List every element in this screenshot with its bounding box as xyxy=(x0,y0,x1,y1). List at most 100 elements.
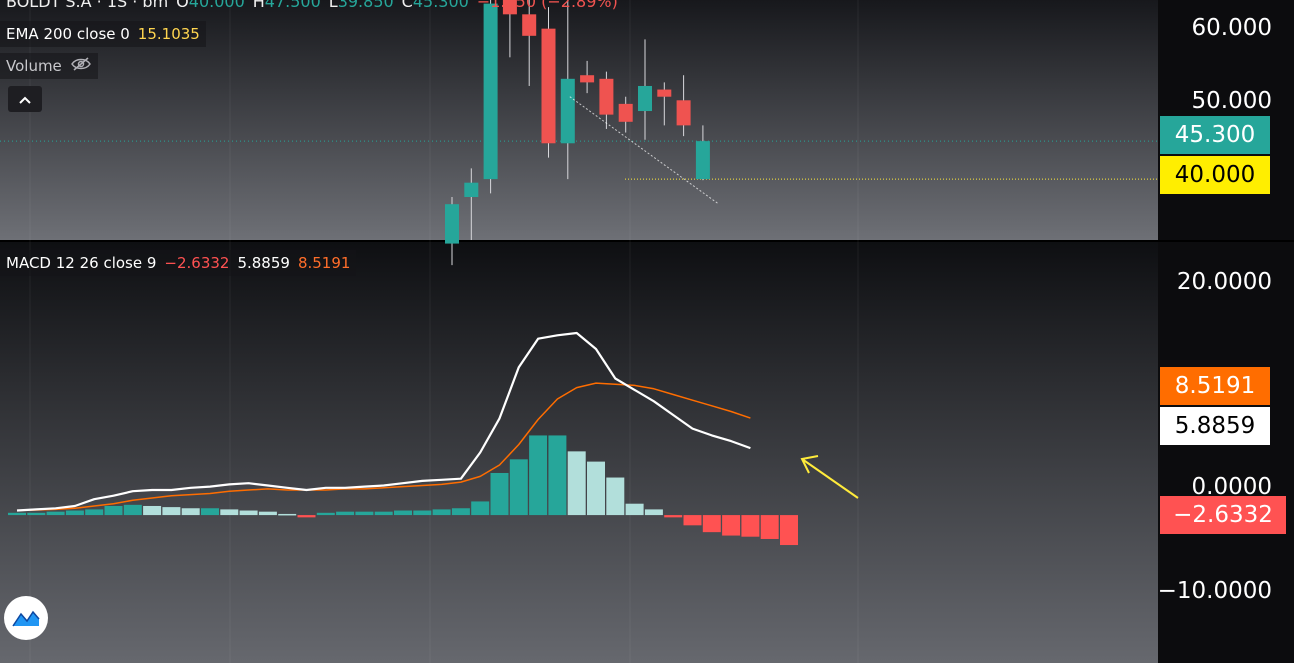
hist-bar-9 xyxy=(181,508,200,516)
hist-bar-19 xyxy=(374,511,393,516)
hist-bar-20 xyxy=(394,510,412,516)
ohlc-open-label: O xyxy=(176,0,189,11)
vertical-grid xyxy=(29,0,859,663)
arrow-shaft xyxy=(801,458,859,499)
hist-bar-33 xyxy=(644,509,663,516)
candle-body-0 xyxy=(445,204,459,244)
hist-bar-14 xyxy=(278,513,297,516)
macd-axis[interactable] xyxy=(1158,242,1294,663)
ohlc-high-label: H xyxy=(252,0,265,11)
volume-legend[interactable]: Volume xyxy=(0,53,98,79)
ohlc-low-value: 39.850 xyxy=(337,0,394,11)
candle-body-3 xyxy=(502,0,517,15)
trend-line xyxy=(569,96,720,205)
hist-bar-25 xyxy=(490,472,509,516)
ema-legend[interactable]: EMA 200 close 0 15.1035 xyxy=(0,21,206,47)
hist-bar-40 xyxy=(780,515,798,546)
candle-body-4 xyxy=(522,14,537,36)
hist-bar-22 xyxy=(432,509,451,516)
candle-body-7 xyxy=(580,75,595,83)
level-40-badge: 40.000 xyxy=(1160,156,1270,194)
ohlc-open-value: 40.000 xyxy=(188,0,245,11)
macd-series xyxy=(8,331,798,546)
hist-bar-36 xyxy=(702,515,721,533)
hist-bar-8 xyxy=(162,507,181,516)
hist-bar-6 xyxy=(123,504,142,516)
candle-body-10 xyxy=(638,85,652,112)
price-tick-60: 60.000 xyxy=(1191,15,1272,41)
hist-bar-0 xyxy=(8,512,26,516)
macd-badge: 5.8859 xyxy=(1160,407,1270,445)
hist-bar-18 xyxy=(355,511,374,516)
hist-bar-37 xyxy=(722,515,741,536)
hist-bar-23 xyxy=(451,508,470,516)
hist-bar-4 xyxy=(85,509,104,516)
hist-bar-11 xyxy=(220,509,239,516)
hist-bar-29 xyxy=(567,451,586,516)
macd-tick-20: 20.0000 xyxy=(1176,269,1272,295)
macd-label: MACD 12 26 close 9 xyxy=(6,254,157,272)
hist-bar-35 xyxy=(683,515,702,526)
candle-body-8 xyxy=(599,78,614,115)
hist-bar-17 xyxy=(336,511,355,516)
pane-separator[interactable] xyxy=(0,240,1294,242)
hist-bar-12 xyxy=(239,510,258,516)
ema-value: 15.1035 xyxy=(137,25,200,43)
symbol-header: BOLDT S.A · 1S · bm O 40.000 H 47.500 L 39.… xyxy=(6,0,618,12)
candle-body-5 xyxy=(541,28,556,144)
symbol-title[interactable]: BOLDT S.A · 1S · bm xyxy=(6,0,169,11)
hist-bar-39 xyxy=(760,515,779,539)
hist-bar-10 xyxy=(201,508,219,516)
hist-badge: −2.6332 xyxy=(1160,496,1286,534)
hist-bar-26 xyxy=(509,459,528,516)
arrow-head xyxy=(800,455,819,474)
hist-bar-5 xyxy=(104,505,123,516)
eye-off-icon[interactable] xyxy=(70,56,92,76)
macd-tick-minus10: −10.0000 xyxy=(1157,578,1272,604)
last-price-badge: 45.300 xyxy=(1160,116,1270,154)
hist-bar-3 xyxy=(65,510,84,516)
signal-badge: 8.5191 xyxy=(1160,367,1270,405)
hist-bar-32 xyxy=(625,503,644,516)
hist-bar-34 xyxy=(664,515,683,518)
candle-body-2 xyxy=(483,3,498,180)
hist-bar-28 xyxy=(548,435,567,516)
tradingview-logo-icon[interactable] xyxy=(4,596,48,640)
candle-body-1 xyxy=(464,182,479,198)
yellow-arrow xyxy=(800,455,859,499)
hist-bar-24 xyxy=(471,501,490,516)
candle-body-13 xyxy=(695,141,710,180)
price-series xyxy=(0,0,1158,266)
price-change: −1.350 (−2.89%) xyxy=(476,0,618,11)
ema-label: EMA 200 close 0 xyxy=(6,25,130,43)
hist-bar-27 xyxy=(529,435,548,516)
hist-bar-21 xyxy=(413,510,432,516)
candle-body-11 xyxy=(657,89,672,97)
macd-legend[interactable]: MACD 12 26 close 9 −2.6332 5.8859 8.5191 xyxy=(0,250,357,276)
macd-line xyxy=(16,331,751,512)
macd-hist-value: −2.6332 xyxy=(164,254,230,272)
hist-bar-2 xyxy=(46,511,65,516)
price-tick-50: 50.000 xyxy=(1191,88,1272,114)
hist-bar-13 xyxy=(258,511,277,516)
candle-body-9 xyxy=(618,103,633,122)
hist-bar-38 xyxy=(741,515,760,537)
hist-bar-30 xyxy=(587,461,605,516)
ohlc-close-label: C xyxy=(401,0,413,11)
hist-bar-7 xyxy=(143,505,162,516)
volume-label: Volume xyxy=(6,57,62,75)
hist-bar-16 xyxy=(316,512,335,516)
candle-body-6 xyxy=(560,78,575,144)
macd-tick-0: 0.0000 xyxy=(1191,474,1272,500)
macd-signal-value: 8.5191 xyxy=(297,254,351,272)
hist-bar-31 xyxy=(606,477,625,516)
ohlc-low-label: L xyxy=(328,0,338,11)
chevron-up-icon xyxy=(18,90,32,109)
collapse-legend-button[interactable] xyxy=(8,86,42,112)
ohlc-high-value: 47.500 xyxy=(264,0,321,11)
hist-bar-15 xyxy=(297,515,316,518)
ohlc-close-value: 45.300 xyxy=(412,0,469,11)
candle-body-12 xyxy=(676,100,691,126)
